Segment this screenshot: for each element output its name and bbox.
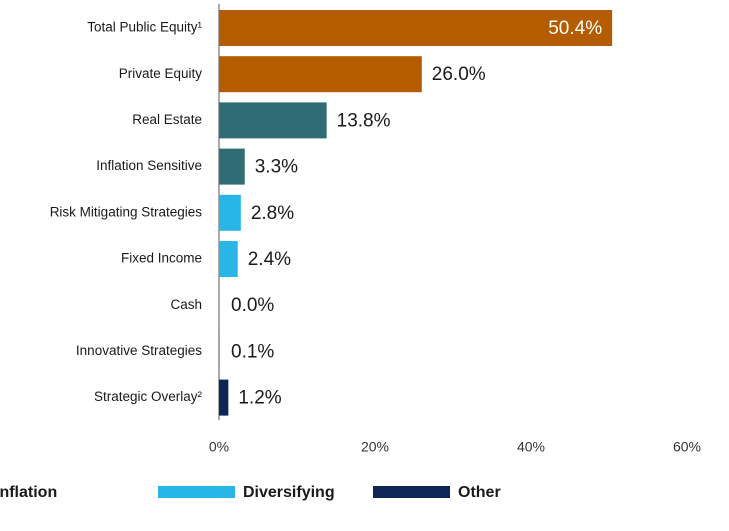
value-label: 0.0% bbox=[231, 295, 274, 316]
category-label: Risk Mitigating Strategies bbox=[50, 204, 203, 219]
value-label: 0.1% bbox=[231, 341, 274, 362]
bar bbox=[219, 333, 220, 370]
category-label: Cash bbox=[170, 297, 202, 312]
x-tick-label: 40% bbox=[517, 439, 545, 455]
value-label: 2.8% bbox=[251, 203, 294, 224]
bar bbox=[219, 56, 422, 93]
bar bbox=[219, 241, 238, 277]
x-tick-label: 20% bbox=[361, 439, 389, 455]
category-label: Inflation Sensitive bbox=[96, 158, 202, 173]
x-tick-label: 0% bbox=[209, 439, 229, 455]
value-label: 3.3% bbox=[255, 157, 298, 178]
bar bbox=[219, 102, 327, 139]
value-label: 26.0% bbox=[432, 64, 486, 85]
value-label: 1.2% bbox=[238, 388, 281, 409]
legend-label: Other bbox=[458, 484, 501, 501]
legend-label: Diversifying bbox=[243, 484, 335, 501]
category-label: Innovative Strategies bbox=[76, 343, 202, 358]
category-label: Strategic Overlay² bbox=[94, 389, 203, 404]
legend-label: Inflation bbox=[0, 484, 57, 501]
value-label: 50.4% bbox=[548, 18, 602, 39]
category-label: Total Public Equity¹ bbox=[87, 20, 202, 35]
category-label: Real Estate bbox=[132, 112, 202, 127]
bar bbox=[219, 379, 229, 416]
legend-swatch bbox=[373, 486, 450, 498]
bar bbox=[219, 194, 241, 231]
bar bbox=[219, 10, 613, 46]
value-label: 2.4% bbox=[248, 249, 291, 270]
value-label: 13.8% bbox=[337, 110, 391, 131]
category-label: Private Equity bbox=[119, 66, 203, 81]
legend-swatch bbox=[158, 486, 235, 498]
x-tick-label: 60% bbox=[673, 439, 701, 455]
bar bbox=[219, 148, 245, 185]
category-label: Fixed Income bbox=[121, 251, 202, 266]
